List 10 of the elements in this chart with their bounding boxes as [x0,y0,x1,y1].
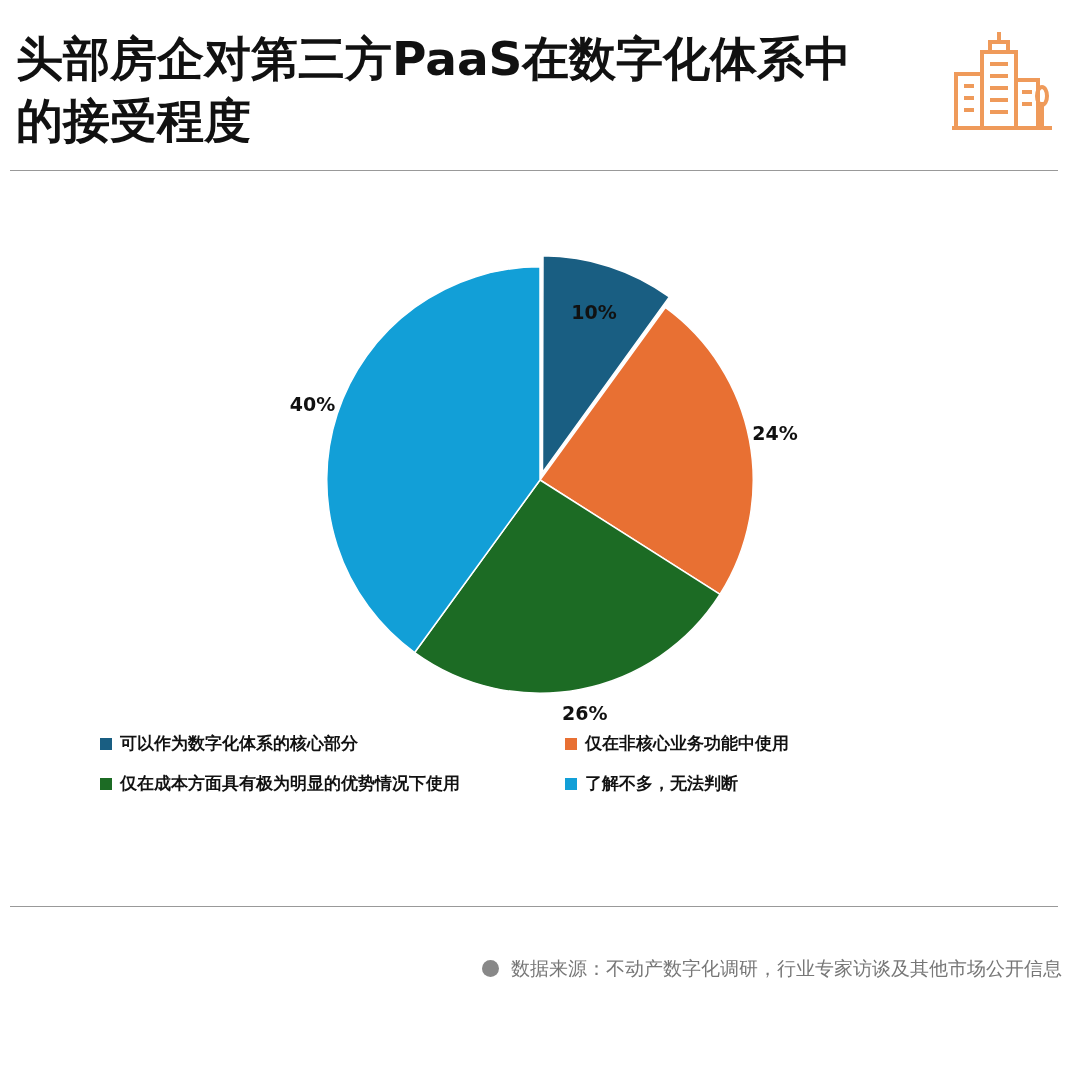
data-label: 40% [289,393,336,416]
legend-label: 了解不多，无法判断 [584,773,739,795]
chart-title: 头部房企对第三方PaaS在数字化体系中的接受程度 [16,30,853,150]
data-label: 26% [562,701,608,724]
legend-label: 仅在非核心业务功能中使用 [584,733,790,755]
data-label: 24% [752,422,798,445]
legend-label: 可以作为数字化体系的核心部分 [119,733,359,755]
source-note: 数据来源：不动产数字化调研，行业专家访谈及其他市场公开信息 [510,956,1062,981]
data-label: 10% [571,300,617,323]
legend-label: 仅在成本方面具有极为明显的优势情况下使用 [119,773,461,795]
